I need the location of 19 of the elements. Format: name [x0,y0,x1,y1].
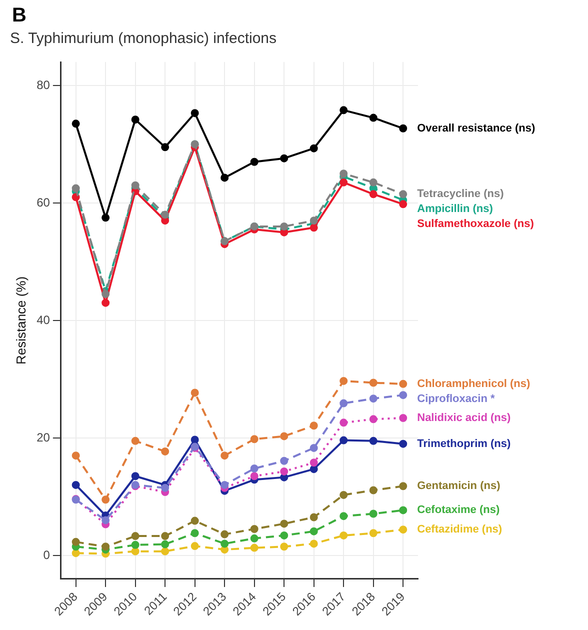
series-label: Chloramphenicol (ns) [417,378,531,390]
series-label: Gentamicin (ns) [417,480,501,492]
text: B [12,4,26,27]
y-axis-title: Resistance (%) [13,276,28,365]
y-tick-label: 0 [43,548,50,562]
series-label: Overall resistance (ns) [417,122,536,134]
series-label: Trimethoprim (ns) [417,438,511,450]
series-label: Sulfamethoxazole (ns) [417,218,534,230]
series-label: Ampicillin (ns) [417,203,494,216]
y-tick-label: 80 [36,78,50,92]
series-label: Ciprofloxacin * [417,392,496,405]
y-tick-label: 20 [36,430,50,444]
y-tick-label: 60 [36,195,50,210]
chart-title: S. Typhimurium (monophasic) infections [10,30,276,48]
series-label: Ceftazidime (ns) [417,524,502,536]
series-label: Tetracycline (ns) [417,188,504,200]
series-label: Cefotaxime (ns) [417,504,500,516]
y-tick-label: 40 [36,312,50,327]
series-label: Nalidixic acid (ns) [417,412,511,424]
